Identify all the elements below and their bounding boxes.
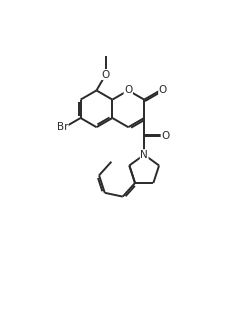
Text: O: O [159, 86, 167, 95]
Text: Br: Br [57, 122, 68, 132]
Text: O: O [102, 69, 110, 80]
Text: O: O [161, 131, 169, 141]
Text: O: O [124, 86, 132, 95]
Text: N: N [140, 150, 148, 160]
